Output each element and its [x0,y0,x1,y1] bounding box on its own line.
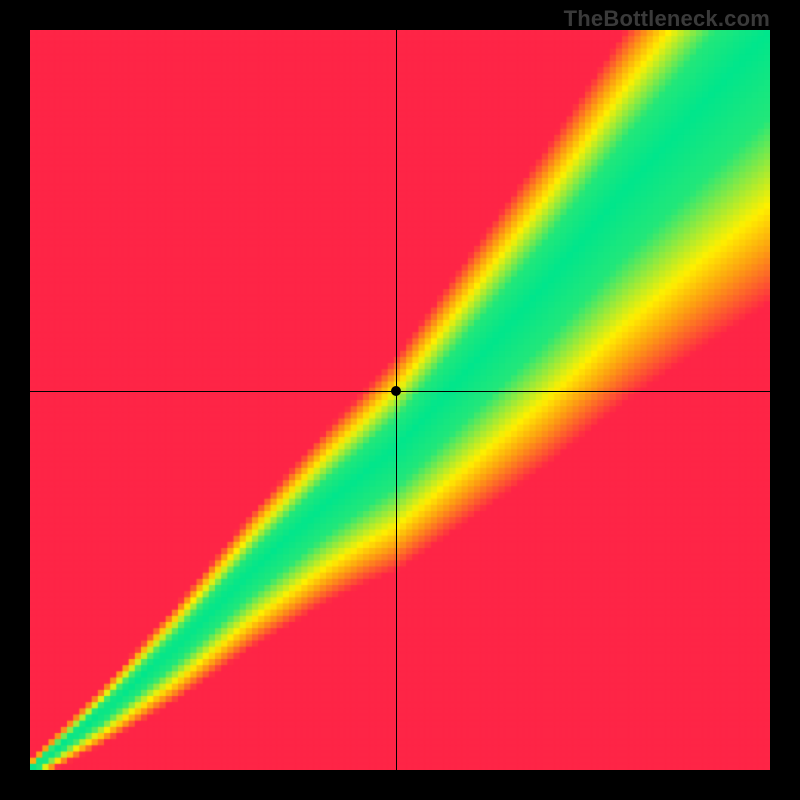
watermark-text: TheBottleneck.com [564,6,770,32]
bottleneck-heatmap-plot [30,30,770,770]
heatmap-canvas [30,30,770,770]
